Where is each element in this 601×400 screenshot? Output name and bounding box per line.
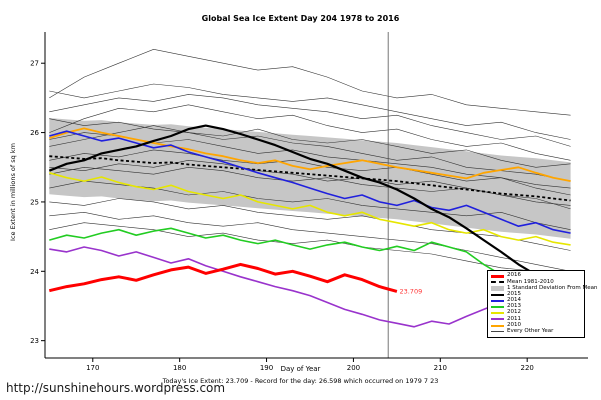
legend-sample-line bbox=[491, 299, 504, 302]
legend-sample-line bbox=[491, 318, 504, 321]
y-tick-label: 24 bbox=[30, 268, 39, 276]
x-tick-label: 220 bbox=[520, 364, 533, 372]
legend-item-every-other-year: Every Other Year bbox=[491, 329, 581, 335]
legend-sample-line bbox=[491, 293, 504, 296]
x-axis-label: Day of Year bbox=[280, 365, 321, 373]
legend-item-2015: 2015 bbox=[491, 290, 581, 298]
footer-status: Today's Ice Extent: 23.709 - Record for … bbox=[162, 377, 439, 385]
mean-line bbox=[49, 155, 571, 202]
every-other-year-line bbox=[49, 125, 571, 168]
today-extent-annotation: 23.709 bbox=[399, 287, 422, 295]
legend-item-mean-1981-2010: Mean 1981-2010 bbox=[491, 279, 581, 285]
series-2015-line bbox=[48, 124, 571, 288]
legend-item-2012: 2012 bbox=[491, 310, 581, 316]
every-other-year-line bbox=[49, 48, 571, 116]
legend-label: 2010 bbox=[507, 321, 521, 328]
legend-label: 2015 bbox=[507, 290, 521, 297]
every-other-year-line bbox=[49, 104, 571, 161]
series-2016-line bbox=[48, 262, 398, 293]
y-tick-label: 26 bbox=[30, 129, 39, 137]
y-tick-label: 23 bbox=[30, 337, 39, 345]
legend-sample-line bbox=[491, 281, 504, 284]
legend-sample-line bbox=[491, 285, 504, 291]
series-2011-line bbox=[49, 246, 571, 328]
x-tick-label: 170 bbox=[86, 364, 99, 372]
legend-item-2010: 2010 bbox=[491, 321, 581, 329]
legend-item-2016: 2016 bbox=[491, 273, 581, 279]
every-other-year-line bbox=[49, 149, 571, 196]
every-other-year-line bbox=[49, 118, 571, 182]
legend-sample-line bbox=[491, 331, 504, 333]
legend-item-2011: 2011 bbox=[491, 316, 581, 322]
legend-sample-line bbox=[491, 274, 504, 278]
series-2014-line bbox=[49, 130, 571, 234]
legend-label: Every Other Year bbox=[507, 328, 554, 335]
y-tick-label: 27 bbox=[30, 60, 39, 68]
every-other-year-line bbox=[49, 198, 571, 251]
legend-item-2013: 2013 bbox=[491, 304, 581, 310]
chart-title: Global Sea Ice Extent Day 204 1978 to 20… bbox=[201, 14, 400, 23]
site-url: http://sunshinehours.wordpress.com bbox=[6, 381, 226, 395]
legend-label: 2016 bbox=[507, 272, 521, 279]
legend-sample-line bbox=[491, 306, 504, 309]
series-2013-line bbox=[49, 227, 571, 306]
x-tick-label: 190 bbox=[260, 364, 273, 372]
legend-label: 2013 bbox=[507, 303, 521, 310]
every-other-year-line bbox=[49, 94, 571, 147]
legend-item-1-standard-deviation-from-mean: 1 Standard Deviation From Mean bbox=[491, 285, 597, 291]
series-2012-line bbox=[49, 172, 571, 246]
legend-item-2014: 2014 bbox=[491, 298, 581, 304]
y-tick-label: 25 bbox=[30, 198, 39, 206]
legend-label: 2014 bbox=[507, 297, 521, 304]
legend-label: 2011 bbox=[507, 315, 521, 322]
every-other-year-line bbox=[49, 83, 571, 140]
legend: 2016 Mean 1981-2010 1 Standard Deviation F… bbox=[487, 270, 597, 338]
x-tick-label: 210 bbox=[434, 364, 447, 372]
legend-label: 2012 bbox=[507, 309, 521, 316]
x-tick-label: 200 bbox=[347, 364, 360, 372]
legend-sample-line bbox=[491, 324, 504, 327]
legend-label: Mean 1981-2010 bbox=[507, 278, 554, 285]
every-other-year-line bbox=[49, 211, 571, 272]
legend-label: 1 Standard Deviation From Mean bbox=[507, 284, 598, 291]
x-tick-label: 180 bbox=[173, 364, 186, 372]
legend-sample-line bbox=[491, 312, 504, 315]
series-2010-line bbox=[49, 127, 571, 182]
